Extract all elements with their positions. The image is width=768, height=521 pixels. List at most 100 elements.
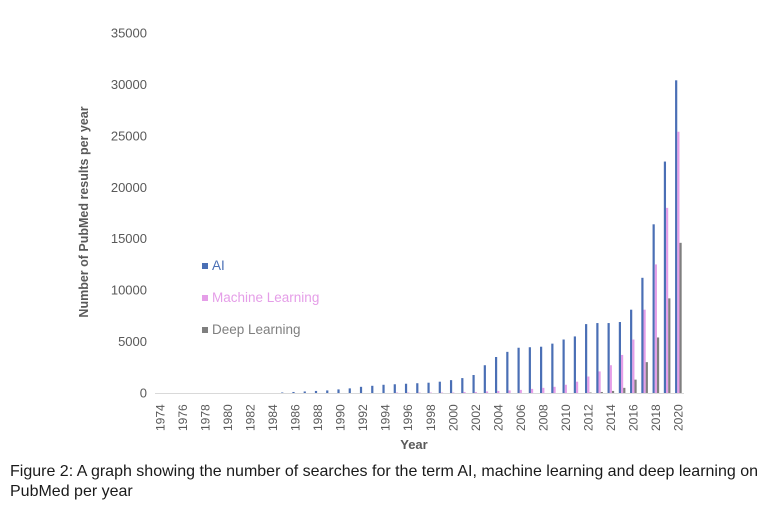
x-tick-label: 2016 (626, 404, 640, 431)
x-tick-label: 1994 (379, 404, 393, 431)
y-tick-label: 30000 (111, 77, 147, 92)
x-axis-title: Year (400, 437, 427, 452)
bar (589, 392, 592, 394)
bar (314, 390, 318, 393)
x-tick-label: 1992 (356, 404, 370, 431)
bar (485, 391, 489, 393)
bar (371, 385, 374, 393)
legend-swatch (202, 263, 208, 269)
bar (587, 376, 590, 393)
x-tick-label: 1984 (266, 404, 280, 431)
x-tick-label: 2010 (559, 404, 573, 431)
bar (359, 386, 363, 393)
chart-bars (281, 80, 682, 394)
y-axis-title: Number of PubMed results per year (77, 106, 91, 317)
y-tick-label: 20000 (111, 180, 147, 195)
bar (494, 357, 498, 393)
chart-legend: AI Machine Learning Deep Learning (202, 258, 319, 337)
bar (677, 131, 680, 394)
y-tick-label: 25000 (111, 128, 147, 143)
figure-caption: Figure 2: A graph showing the number of … (10, 463, 759, 500)
bar (656, 337, 660, 393)
bar (404, 383, 408, 393)
x-tick-label: 1982 (244, 404, 258, 431)
x-tick-label: 2014 (604, 404, 618, 431)
bar-chart: 0 5000 10000 15000 20000 25000 30000 35000 1974… (77, 26, 686, 453)
y-tick-label: 5000 (118, 334, 147, 349)
y-tick-label: 0 (140, 386, 147, 401)
x-tick-label: 1998 (424, 404, 438, 431)
x-tick-label: 1976 (176, 404, 190, 431)
bar (530, 388, 534, 393)
bar (452, 392, 455, 394)
bar (517, 347, 520, 393)
bar (407, 392, 410, 394)
bar (553, 386, 556, 393)
bar (472, 375, 475, 393)
bar (463, 391, 466, 393)
bar (609, 365, 612, 393)
y-tick-label: 15000 (111, 231, 147, 246)
bar (632, 339, 635, 393)
legend-label: Deep Learning (212, 322, 301, 337)
bar (326, 390, 329, 393)
bar (393, 384, 396, 393)
legend-label: AI (212, 258, 225, 273)
x-tick-label: 2008 (536, 404, 550, 431)
bar (542, 387, 545, 393)
x-tick-label: 2018 (649, 404, 663, 431)
bar (652, 224, 655, 393)
x-tick-label: 1974 (154, 404, 168, 431)
bar (598, 371, 601, 393)
bar (562, 339, 565, 393)
bar (634, 379, 637, 393)
bar (679, 242, 682, 393)
bar (506, 351, 509, 393)
bar (654, 264, 657, 393)
y-tick-label: 35000 (111, 26, 147, 41)
bar (551, 343, 554, 393)
x-tick-label: 2012 (581, 404, 595, 431)
bar (449, 380, 453, 393)
bar (596, 323, 599, 393)
bar (382, 384, 385, 393)
bar (540, 346, 543, 393)
x-tick-label: 1978 (199, 404, 213, 431)
bar (281, 392, 284, 394)
bar (497, 390, 500, 393)
bar (528, 347, 531, 393)
bar (292, 391, 295, 393)
bar (474, 391, 477, 393)
bar (666, 207, 669, 393)
x-tick-label: 2000 (446, 404, 460, 431)
bar (575, 381, 579, 393)
bar (663, 161, 667, 393)
bar (600, 391, 603, 393)
bar (429, 392, 432, 394)
bar (416, 383, 419, 393)
y-tick-label: 10000 (111, 283, 147, 298)
bar (573, 336, 576, 393)
bar (623, 387, 626, 393)
bar (611, 390, 615, 393)
bar (618, 322, 621, 393)
bar (337, 389, 340, 393)
x-axis-ticks: 1974 1976 1978 1980 1982 1984 1986 1988 1990 1992… (154, 404, 686, 431)
bar (395, 392, 399, 394)
bar (508, 390, 511, 393)
bar (348, 388, 351, 393)
bar (585, 324, 588, 393)
bar (645, 362, 648, 393)
bar (303, 391, 306, 393)
bar (621, 354, 624, 393)
bar (675, 80, 678, 393)
x-tick-label: 1988 (311, 404, 325, 431)
x-tick-label: 2006 (514, 404, 528, 431)
x-tick-label: 1980 (221, 404, 235, 431)
bar (440, 392, 444, 394)
bar (564, 384, 567, 393)
bar (607, 323, 610, 393)
x-tick-label: 2002 (469, 404, 483, 431)
x-tick-label: 2020 (671, 404, 685, 431)
bar (641, 277, 644, 393)
